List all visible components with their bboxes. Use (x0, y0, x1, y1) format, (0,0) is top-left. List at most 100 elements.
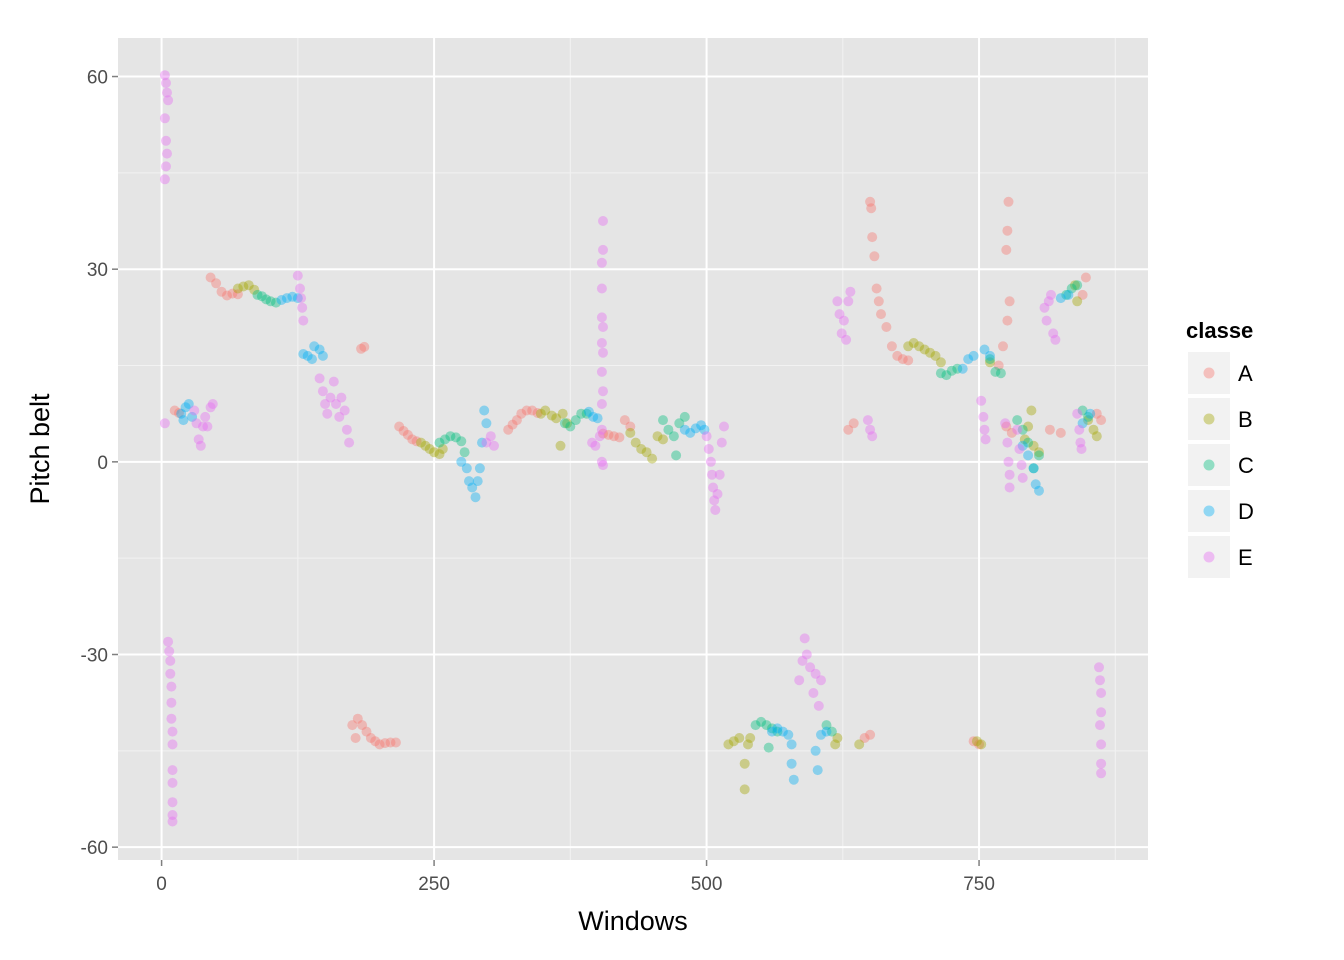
data-point (998, 341, 1008, 352)
data-point (598, 216, 608, 226)
data-point (281, 293, 292, 304)
data-point (598, 428, 608, 439)
data-point (331, 399, 341, 409)
data-point (797, 655, 808, 666)
data-point (812, 765, 823, 776)
data-point (985, 354, 995, 365)
data-point (1000, 418, 1011, 429)
data-point (1096, 739, 1107, 750)
data-point (159, 70, 170, 81)
data-point (810, 668, 821, 679)
data-point (207, 399, 218, 409)
data-point (614, 432, 625, 443)
legend-label-D: D (1238, 499, 1254, 524)
data-point (816, 675, 826, 686)
data-point (1077, 289, 1088, 300)
data-point (1028, 463, 1039, 474)
data-point (714, 469, 725, 480)
data-point (679, 411, 690, 422)
plot-panel (118, 38, 1148, 860)
data-point (167, 777, 178, 788)
data-point (1096, 768, 1107, 779)
data-point (474, 463, 485, 474)
data-point (1094, 662, 1104, 673)
data-point (1075, 437, 1086, 448)
data-point (165, 668, 176, 679)
data-point (178, 415, 189, 426)
data-point (1017, 472, 1028, 483)
data-point (365, 733, 376, 743)
data-point (200, 411, 211, 422)
data-point (843, 424, 854, 435)
data-point (995, 368, 1006, 379)
data-point (1055, 427, 1066, 438)
data-point (699, 424, 710, 435)
data-point (767, 726, 777, 737)
data-point (799, 633, 810, 644)
data-point (974, 739, 985, 750)
data-point (232, 283, 243, 294)
data-point (1077, 418, 1088, 429)
data-point (370, 736, 381, 747)
data-point (334, 411, 345, 422)
data-point (1096, 688, 1107, 698)
data-point (908, 338, 919, 348)
data-point (350, 733, 361, 743)
data-point (596, 338, 607, 348)
data-point (1002, 315, 1013, 326)
data-point (581, 408, 592, 419)
data-point (407, 434, 418, 445)
data-point (712, 489, 723, 499)
data-point (222, 290, 232, 301)
data-point (935, 357, 946, 368)
data-point (570, 415, 581, 426)
data-point (836, 328, 847, 339)
data-point (390, 737, 401, 748)
legend-swatch-A (1203, 367, 1215, 379)
data-point (935, 368, 946, 379)
data-point (1023, 437, 1034, 448)
data-point (663, 424, 674, 435)
data-point (832, 296, 843, 307)
data-point (978, 411, 989, 422)
data-point (734, 733, 745, 743)
data-point (456, 436, 467, 447)
data-point (307, 354, 317, 365)
data-point (341, 424, 352, 435)
data-point (821, 720, 832, 731)
data-point (1034, 447, 1044, 458)
data-point (1070, 280, 1080, 291)
data-point (658, 415, 668, 426)
data-point (298, 349, 309, 359)
data-point (416, 437, 426, 448)
legend-swatch-C (1203, 459, 1215, 471)
data-point (603, 429, 614, 440)
data-point (429, 447, 440, 458)
data-point (1041, 315, 1052, 326)
data-point (876, 309, 886, 320)
x-tick-label: 500 (691, 874, 723, 895)
data-point (1006, 427, 1017, 438)
data-point (869, 251, 880, 262)
data-point (576, 408, 587, 419)
data-point (276, 295, 287, 305)
data-point (191, 418, 202, 429)
data-point (1072, 280, 1083, 291)
data-point (1030, 479, 1041, 490)
data-point (810, 745, 821, 756)
data-point (865, 424, 876, 435)
data-point (679, 424, 690, 435)
data-point (963, 354, 974, 365)
legend-label-A: A (1238, 361, 1253, 386)
data-point (540, 405, 551, 416)
data-point (1004, 482, 1015, 493)
data-point (619, 415, 630, 426)
data-point (652, 431, 663, 442)
data-point (193, 434, 204, 445)
data-point (705, 456, 716, 467)
data-point (169, 405, 180, 416)
x-tick-label: 250 (418, 874, 450, 895)
data-point (636, 444, 647, 454)
data-point (1026, 405, 1037, 416)
data-point (461, 463, 472, 474)
